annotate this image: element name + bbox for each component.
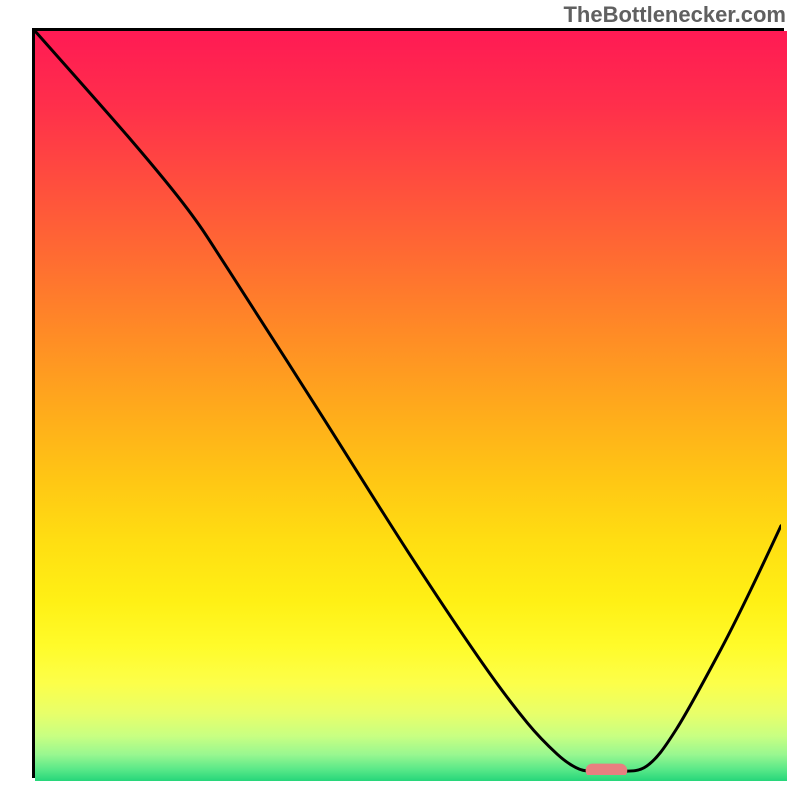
bottleneck-curve — [35, 31, 781, 775]
watermark-text: TheBottlenecker.com — [563, 2, 786, 28]
chart-container: TheBottlenecker.com — [0, 0, 800, 800]
optimal-marker — [586, 764, 628, 775]
plot-area — [32, 28, 784, 778]
